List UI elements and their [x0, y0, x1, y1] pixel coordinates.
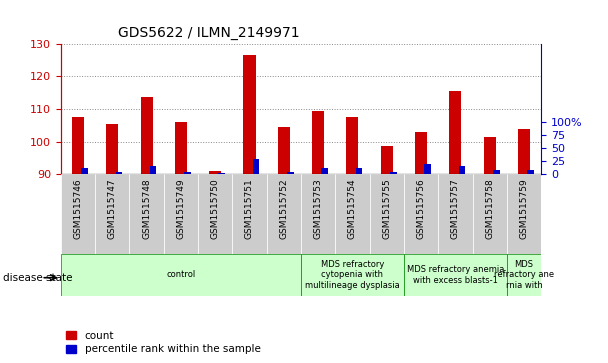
Bar: [458, 166, 465, 174]
Text: MDS
refractory ane
rnia with: MDS refractory ane rnia with: [494, 260, 554, 290]
Text: control: control: [166, 270, 196, 280]
Text: GSM1515746: GSM1515746: [74, 178, 83, 239]
Bar: [81, 168, 88, 174]
Bar: [278, 127, 290, 174]
Bar: [527, 170, 534, 174]
Legend: count, percentile rank within the sample: count, percentile rank within the sample: [66, 331, 261, 354]
FancyBboxPatch shape: [130, 174, 164, 254]
Text: GDS5622 / ILMN_2149971: GDS5622 / ILMN_2149971: [119, 26, 300, 40]
FancyBboxPatch shape: [232, 174, 267, 254]
FancyBboxPatch shape: [301, 174, 335, 254]
Text: GSM1515755: GSM1515755: [382, 178, 391, 239]
Bar: [347, 117, 359, 174]
Bar: [415, 132, 427, 174]
Bar: [150, 166, 156, 174]
FancyBboxPatch shape: [507, 174, 541, 254]
Bar: [175, 122, 187, 174]
Bar: [287, 172, 294, 174]
Text: GSM1515748: GSM1515748: [142, 178, 151, 239]
Text: MDS refractory anemia
with excess blasts-1: MDS refractory anemia with excess blasts…: [407, 265, 504, 285]
Text: GSM1515759: GSM1515759: [519, 178, 528, 239]
Text: GSM1515758: GSM1515758: [485, 178, 494, 239]
FancyBboxPatch shape: [267, 174, 301, 254]
Text: disease state: disease state: [3, 273, 72, 283]
FancyBboxPatch shape: [198, 174, 232, 254]
FancyBboxPatch shape: [164, 174, 198, 254]
Bar: [116, 172, 122, 174]
Bar: [356, 168, 362, 174]
Bar: [106, 123, 119, 174]
Text: GSM1515747: GSM1515747: [108, 178, 117, 239]
Bar: [518, 129, 530, 174]
FancyBboxPatch shape: [404, 254, 507, 296]
Bar: [483, 136, 496, 174]
FancyBboxPatch shape: [404, 174, 438, 254]
Text: GSM1515752: GSM1515752: [279, 178, 288, 239]
Text: GSM1515750: GSM1515750: [211, 178, 219, 239]
FancyBboxPatch shape: [370, 174, 404, 254]
FancyBboxPatch shape: [438, 174, 472, 254]
Text: GSM1515754: GSM1515754: [348, 178, 357, 239]
Bar: [424, 164, 431, 174]
Bar: [243, 55, 255, 174]
Text: GSM1515756: GSM1515756: [416, 178, 426, 239]
Bar: [209, 171, 221, 174]
Bar: [253, 159, 260, 174]
FancyBboxPatch shape: [61, 174, 95, 254]
Bar: [493, 170, 500, 174]
Bar: [218, 173, 225, 174]
Bar: [390, 172, 396, 174]
Text: GSM1515749: GSM1515749: [176, 178, 185, 239]
Bar: [322, 168, 328, 174]
FancyBboxPatch shape: [472, 174, 507, 254]
Bar: [381, 146, 393, 174]
Bar: [312, 110, 324, 174]
FancyBboxPatch shape: [95, 174, 130, 254]
Text: GSM1515757: GSM1515757: [451, 178, 460, 239]
FancyBboxPatch shape: [335, 174, 370, 254]
Text: MDS refractory
cytopenia with
multilineage dysplasia: MDS refractory cytopenia with multilinea…: [305, 260, 400, 290]
FancyBboxPatch shape: [61, 254, 301, 296]
Bar: [449, 91, 461, 174]
FancyBboxPatch shape: [301, 254, 404, 296]
Bar: [140, 97, 153, 174]
Text: GSM1515751: GSM1515751: [245, 178, 254, 239]
Text: GSM1515753: GSM1515753: [314, 178, 323, 239]
Bar: [72, 117, 84, 174]
FancyBboxPatch shape: [507, 254, 541, 296]
Bar: [184, 172, 191, 174]
